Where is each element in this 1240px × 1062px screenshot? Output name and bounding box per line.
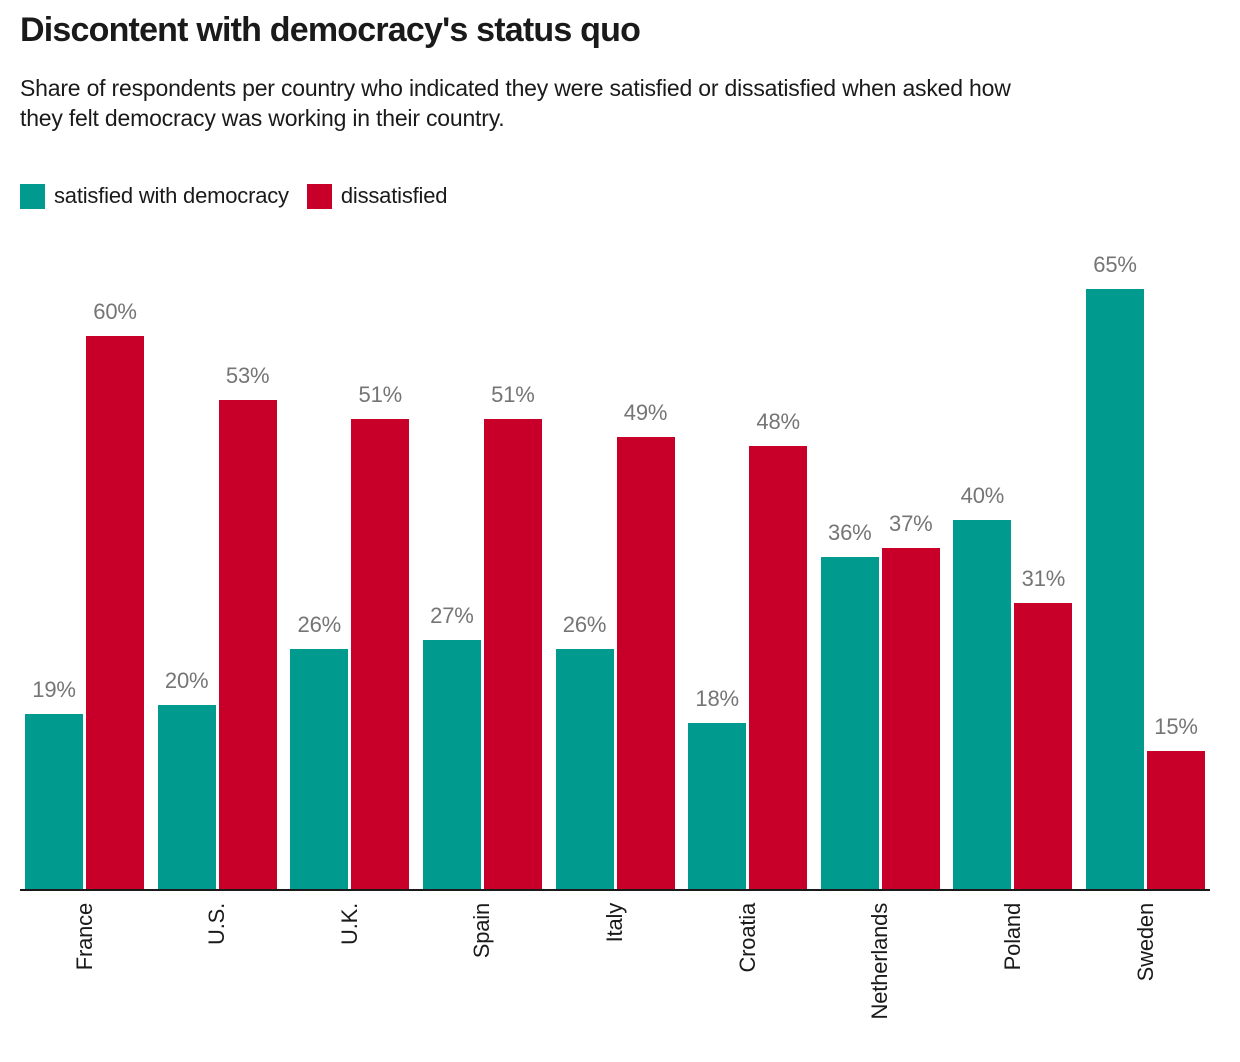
country-label: U.S. bbox=[204, 903, 230, 946]
bar-value-label: 37% bbox=[889, 510, 933, 536]
x-tick-spain: Spain bbox=[423, 903, 542, 958]
chart-title: Discontent with democracy's status quo bbox=[20, 11, 641, 49]
x-tick-france: France bbox=[25, 903, 144, 970]
bar-value-label: 60% bbox=[93, 298, 137, 324]
bar-satisfied-italy bbox=[555, 649, 614, 890]
bar-value-label: 20% bbox=[164, 667, 209, 693]
x-tick-u-k: U.K. bbox=[290, 903, 409, 945]
legend: satisfied with democracy dissatisfied bbox=[20, 183, 1220, 209]
bar-cell-dissatisfied-poland: 31% bbox=[1014, 566, 1073, 890]
bar-value-label: 26% bbox=[562, 612, 607, 638]
bar-dissatisfied-spain bbox=[483, 418, 542, 890]
bar-dissatisfied-italy bbox=[616, 437, 675, 890]
bar-cell-dissatisfied-u-s: 53% bbox=[218, 363, 277, 890]
plot-area: 19% 60% 20% 53% 26% 51% 27% 51% 26% 49% 18% 48% 36% 3… bbox=[20, 251, 1210, 892]
legend-item-satisfied: satisfied with democracy bbox=[20, 183, 289, 209]
legend-label-dissatisfied: dissatisfied bbox=[340, 183, 448, 209]
country-label: Italy bbox=[602, 903, 627, 943]
bar-value-label: 36% bbox=[828, 520, 872, 546]
x-axis-labels: France U.S. U.K. Spain Italy Croatia Netherlan… bbox=[20, 891, 1210, 1019]
x-tick-sweden: Sweden bbox=[1086, 903, 1205, 981]
bar-satisfied-poland bbox=[953, 520, 1012, 890]
bar-group-croatia: 18% 48% bbox=[688, 409, 808, 890]
bar-cell-dissatisfied-france: 60% bbox=[86, 299, 144, 890]
country-label: France bbox=[71, 903, 97, 971]
bar-satisfied-spain bbox=[422, 640, 481, 890]
bar-value-label: 53% bbox=[225, 363, 270, 389]
bar-cell-satisfied-sweden: 65% bbox=[1086, 252, 1144, 890]
bar-value-label: 27% bbox=[430, 603, 474, 629]
bar-satisfied-netherlands bbox=[820, 557, 879, 890]
bar-cell-dissatisfied-sweden: 15% bbox=[1147, 714, 1205, 890]
legend-label-satisfied: satisfied with democracy bbox=[54, 183, 289, 209]
country-label: U.K. bbox=[336, 903, 362, 946]
chart-card: Discontent with democracy's status quo S… bbox=[20, 11, 1220, 1020]
bar-cell-satisfied-poland: 40% bbox=[953, 483, 1012, 890]
bar-dissatisfied-u-k bbox=[351, 418, 410, 890]
legend-swatch-dissatisfied-icon bbox=[306, 183, 332, 209]
bar-cell-dissatisfied-italy: 49% bbox=[616, 400, 675, 890]
bar-cell-satisfied-netherlands: 36% bbox=[820, 520, 879, 890]
bar-value-label: 18% bbox=[695, 686, 739, 712]
bar-value-label: 31% bbox=[1021, 566, 1066, 592]
bar-dissatisfied-sweden bbox=[1147, 750, 1205, 890]
bar-value-label: 51% bbox=[491, 381, 535, 407]
bar-group-u-s: 20% 53% bbox=[157, 363, 277, 890]
x-tick-u-s: U.S. bbox=[158, 903, 277, 945]
bar-group-france: 19% 60% bbox=[25, 299, 144, 890]
bar-cell-dissatisfied-netherlands: 37% bbox=[881, 510, 940, 890]
bar-cell-satisfied-france: 19% bbox=[25, 677, 83, 890]
bar-group-poland: 40% 31% bbox=[953, 483, 1073, 890]
legend-item-dissatisfied: dissatisfied bbox=[306, 183, 448, 209]
bar-dissatisfied-poland bbox=[1014, 603, 1073, 890]
country-label: Croatia bbox=[734, 903, 760, 973]
chart-subtitle: Share of respondents per country who ind… bbox=[20, 73, 1220, 133]
country-label: Sweden bbox=[1132, 903, 1158, 982]
bar-dissatisfied-u-s bbox=[218, 400, 277, 890]
bar-group-sweden: 65% 15% bbox=[1086, 252, 1205, 890]
bar-cell-satisfied-u-s: 20% bbox=[157, 667, 216, 890]
bar-satisfied-croatia bbox=[688, 723, 747, 890]
x-tick-italy: Italy bbox=[556, 903, 675, 942]
bar-group-italy: 26% 49% bbox=[555, 400, 675, 890]
x-tick-poland: Poland bbox=[953, 903, 1072, 970]
bar-group-netherlands: 36% 37% bbox=[820, 510, 940, 890]
bar-value-label: 19% bbox=[32, 677, 76, 702]
bar-dissatisfied-france bbox=[86, 335, 144, 890]
country-label: Spain bbox=[469, 903, 495, 959]
bar-chart: 19% 60% 20% 53% 26% 51% 27% 51% 26% 49% 18% 48% 36% 3… bbox=[20, 251, 1210, 1020]
bar-cell-dissatisfied-u-k: 51% bbox=[351, 381, 410, 890]
subtitle-line-1: Share of respondents per country who ind… bbox=[20, 75, 1011, 102]
bar-cell-dissatisfied-spain: 51% bbox=[483, 381, 542, 890]
bar-value-label: 51% bbox=[358, 381, 403, 407]
bar-cell-satisfied-italy: 26% bbox=[555, 612, 614, 890]
x-tick-netherlands: Netherlands bbox=[821, 903, 940, 1019]
bar-dissatisfied-croatia bbox=[749, 446, 808, 890]
bar-value-label: 65% bbox=[1093, 252, 1137, 278]
bar-value-label: 40% bbox=[960, 483, 1005, 509]
bar-group-u-k: 26% 51% bbox=[290, 381, 410, 890]
country-label: Poland bbox=[999, 903, 1025, 971]
bar-dissatisfied-netherlands bbox=[881, 547, 940, 890]
subtitle-line-2: they felt democracy was working in their… bbox=[20, 105, 505, 132]
bar-satisfied-sweden bbox=[1086, 289, 1144, 890]
bar-value-label: 49% bbox=[623, 400, 668, 426]
bar-value-label: 48% bbox=[756, 409, 800, 435]
bar-cell-dissatisfied-croatia: 48% bbox=[749, 409, 808, 890]
legend-swatch-satisfied-icon bbox=[20, 183, 45, 209]
bar-satisfied-france bbox=[25, 714, 83, 890]
bar-satisfied-u-k bbox=[290, 649, 349, 890]
bar-cell-satisfied-u-k: 26% bbox=[290, 612, 349, 890]
bar-satisfied-u-s bbox=[157, 704, 216, 890]
bar-value-label: 15% bbox=[1154, 713, 1198, 739]
bar-cell-satisfied-croatia: 18% bbox=[688, 686, 747, 890]
x-tick-croatia: Croatia bbox=[688, 903, 807, 973]
bar-group-spain: 27% 51% bbox=[422, 381, 542, 890]
bar-value-label: 26% bbox=[297, 612, 342, 638]
country-label: Netherlands bbox=[867, 903, 893, 1020]
bar-cell-satisfied-spain: 27% bbox=[422, 603, 481, 890]
